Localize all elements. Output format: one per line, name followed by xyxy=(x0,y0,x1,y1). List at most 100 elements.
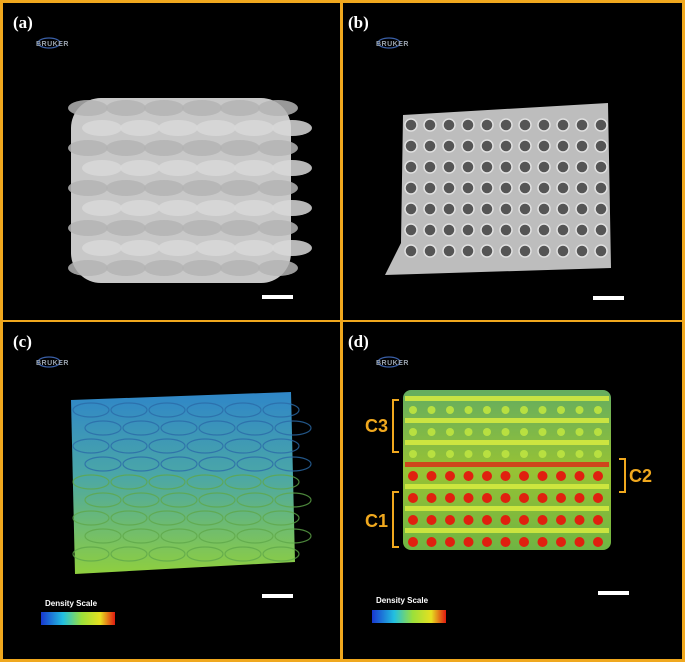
strand xyxy=(224,402,262,418)
strand xyxy=(262,546,300,562)
strand xyxy=(72,510,110,526)
dot xyxy=(537,471,548,481)
strand xyxy=(110,402,148,418)
strand xyxy=(72,546,110,562)
pore xyxy=(537,202,551,216)
strand xyxy=(186,474,224,490)
pore xyxy=(423,181,437,195)
annotation: C3 xyxy=(365,416,388,436)
pore xyxy=(575,118,589,132)
strand xyxy=(158,160,198,176)
dot xyxy=(426,471,437,481)
dot xyxy=(500,493,511,503)
dot xyxy=(594,450,602,458)
pore xyxy=(404,160,418,174)
pore xyxy=(518,118,532,132)
pore xyxy=(594,223,608,237)
pore xyxy=(480,244,494,258)
strand xyxy=(224,546,262,562)
strand xyxy=(106,260,146,276)
strand xyxy=(106,180,146,196)
strand xyxy=(148,474,186,490)
strand xyxy=(82,240,122,256)
strand xyxy=(186,510,224,526)
dot xyxy=(408,493,418,503)
dot xyxy=(409,406,417,414)
strand xyxy=(182,140,222,156)
strand xyxy=(158,120,198,136)
pore xyxy=(423,139,437,153)
strand xyxy=(198,420,236,436)
strand xyxy=(196,200,236,216)
pore xyxy=(480,118,494,132)
strand xyxy=(272,160,312,176)
pore xyxy=(537,160,551,174)
strand xyxy=(274,456,312,472)
pore xyxy=(404,202,418,216)
strand xyxy=(144,140,184,156)
pore xyxy=(594,118,608,132)
strand xyxy=(186,402,224,418)
pore xyxy=(423,223,437,237)
dot xyxy=(556,515,566,525)
dot xyxy=(538,450,547,458)
strand xyxy=(148,402,186,418)
pore xyxy=(594,139,608,153)
strand xyxy=(405,396,609,401)
pore xyxy=(442,139,456,153)
panel-label: (a) xyxy=(13,13,33,32)
strand xyxy=(258,220,298,236)
pore xyxy=(499,160,513,174)
dot xyxy=(556,493,566,503)
pore xyxy=(423,202,437,216)
pore xyxy=(594,160,608,174)
dot xyxy=(500,537,511,547)
pore xyxy=(518,181,532,195)
scale-bar xyxy=(262,295,293,299)
density-scale xyxy=(372,610,446,623)
dot xyxy=(501,406,510,414)
strand xyxy=(405,528,609,533)
strand xyxy=(148,546,186,562)
strand xyxy=(68,100,108,116)
dot xyxy=(427,406,436,414)
dot xyxy=(463,537,474,547)
strand xyxy=(82,200,122,216)
strand xyxy=(72,438,110,454)
dot xyxy=(446,428,454,436)
dot xyxy=(520,406,528,414)
pore xyxy=(499,139,513,153)
strand xyxy=(272,200,312,216)
dot xyxy=(463,493,474,503)
pore xyxy=(537,181,551,195)
strand xyxy=(68,180,108,196)
pore xyxy=(423,244,437,258)
pore xyxy=(404,223,418,237)
dot xyxy=(426,515,437,525)
strand xyxy=(262,474,300,490)
strand xyxy=(224,438,262,454)
strand xyxy=(186,546,224,562)
strand xyxy=(186,438,224,454)
dot xyxy=(593,471,603,481)
strand xyxy=(68,260,108,276)
pore xyxy=(404,118,418,132)
bracket xyxy=(619,458,626,493)
scaffold xyxy=(71,392,295,574)
strand xyxy=(262,438,300,454)
pore xyxy=(556,202,570,216)
strand xyxy=(68,220,108,236)
strand xyxy=(72,474,110,490)
dot xyxy=(520,428,528,436)
strand xyxy=(122,492,160,508)
strand xyxy=(258,100,298,116)
pore xyxy=(461,139,475,153)
density-scale-label: Density Scale xyxy=(45,599,98,608)
logo: BRUKER xyxy=(36,360,69,367)
strand xyxy=(106,220,146,236)
pore xyxy=(575,202,589,216)
strand xyxy=(272,120,312,136)
strand xyxy=(405,462,609,467)
dot xyxy=(557,450,565,458)
